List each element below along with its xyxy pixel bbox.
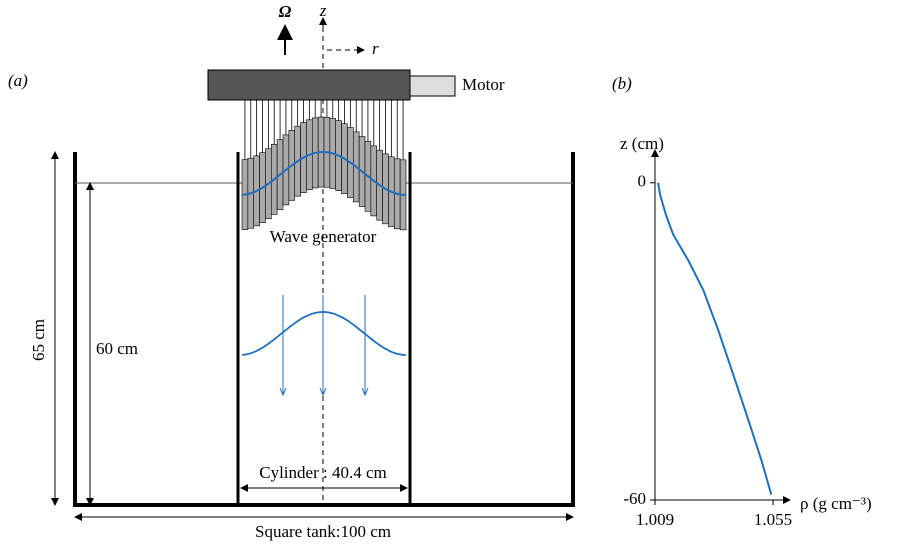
x-tick-label: 1.055 <box>754 510 792 529</box>
panel-label: (a) <box>8 71 28 90</box>
wave-curve <box>241 151 407 196</box>
wave-mode <box>241 295 407 395</box>
wave-generator-label: Wave generator <box>270 227 377 246</box>
tank <box>73 152 575 507</box>
y-tick-label: -60 <box>623 489 646 508</box>
profile-line <box>657 182 773 495</box>
tank-label: Square tank:100 cm <box>255 522 391 541</box>
panel-label: (b) <box>612 74 632 93</box>
x-tick-label: 1.009 <box>636 510 674 529</box>
water-depth-label: 60 cm <box>96 339 138 358</box>
density-chart: z (cm) ρ (g cm⁻³) 0 -60 1.009 1.055 <box>620 134 872 529</box>
x-axis-label: ρ (g cm⁻³) <box>800 494 872 513</box>
omega-label: Ω <box>279 2 292 21</box>
y-axis-label: z (cm) <box>620 134 664 153</box>
motor-body <box>207 69 411 101</box>
r-label: r <box>372 39 379 58</box>
tank-height-label: 65 cm <box>29 319 48 361</box>
motor-label: Motor <box>462 75 505 94</box>
y-tick-label: 0 <box>638 172 647 191</box>
wave-curve <box>241 311 407 356</box>
wave-generator <box>241 100 407 231</box>
cylinder-label: Cylinder : 40.4 cm <box>259 463 386 482</box>
z-label: z <box>319 1 327 20</box>
motor <box>409 75 456 97</box>
